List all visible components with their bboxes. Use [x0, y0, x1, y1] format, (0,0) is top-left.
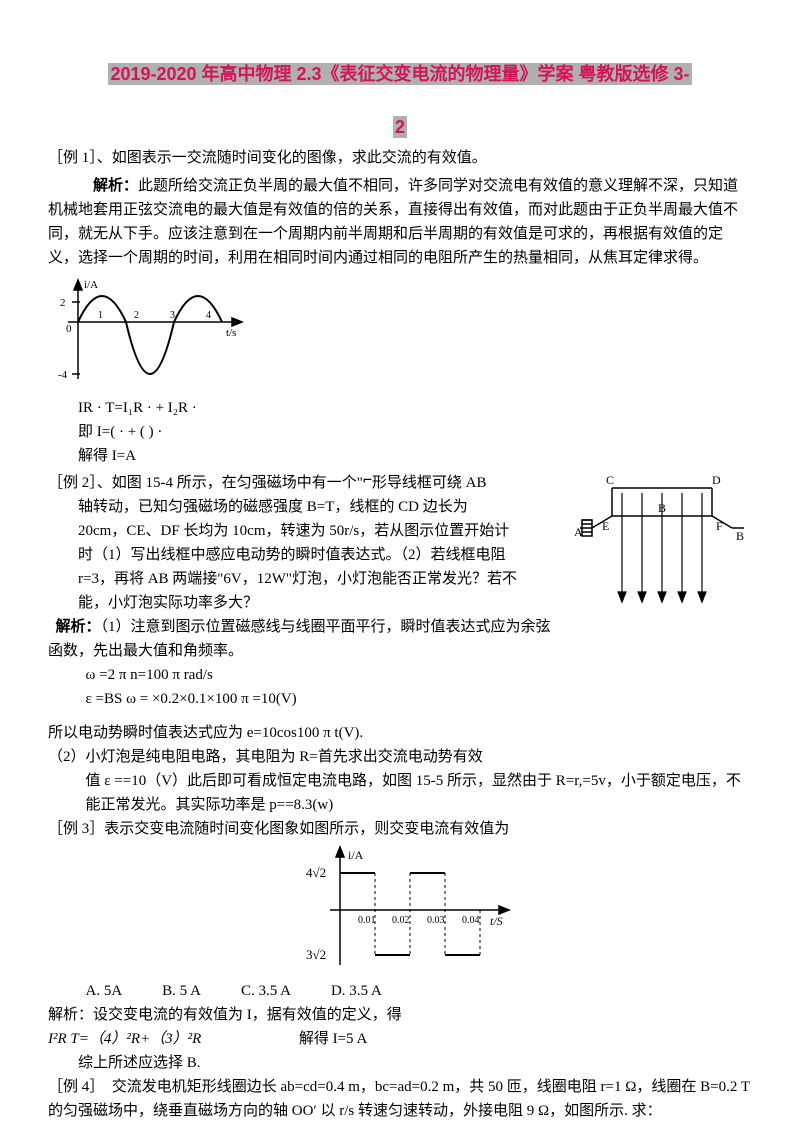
ex2-analysis-text: （1）注意到图示位置磁感线与线圈平面平行，瞬时值表达式应为余弦函数，先出最大值和…	[48, 619, 551, 659]
svg-text:4: 4	[206, 310, 211, 321]
ex2-eq2: ε =BS ω = ×0.2×0.1×100 π =10(V)	[48, 687, 752, 711]
ex3-line2a: I²R T=（4）²R+（3）²R	[48, 1031, 201, 1047]
ex1-eq2: 即 I=( · + ( ) ·	[48, 420, 752, 444]
svg-text:B: B	[658, 501, 666, 515]
ex1-heading: ［例 1］、如图表示一交流随时间变化的图像，求此交流的有效值。	[48, 146, 752, 170]
ex3-line2: I²R T=（4）²R+（3）²R 解得 I=5 A	[48, 1027, 752, 1051]
svg-text:0.04: 0.04	[462, 915, 480, 926]
ex4-heading: ［例 4］ 交流发电机矩形线圈边长 ab=cd=0.4 m，bc=ad=0.2 …	[48, 1075, 752, 1123]
ex2-heading-b: 形导线框可绕 AB	[372, 475, 487, 491]
svg-text:1: 1	[98, 310, 103, 321]
ex2-line-b: （2）小灯泡是纯电阻电路，其电阻为 R=首先求出交流电动势有效	[48, 745, 752, 769]
ex3-line1: 解析：设交变电流的有效值为 I，据有效值的定义，得	[48, 1003, 752, 1027]
ex1-eq3: 解得 I=A	[48, 444, 752, 468]
ex2-line-c: 值 ε ==10（V）此后即可看成恒定电流电路，如图 15-5 所示，显然由于 …	[48, 769, 752, 817]
svg-text:-4: -4	[58, 369, 68, 381]
ex2-heading-a: ［例 2］、如图 15-4 所示，在匀强磁场中有一个"	[48, 475, 363, 491]
svg-text:0.01: 0.01	[358, 915, 376, 926]
ex1-analysis: 解析：此题所给交流正负半周的最大值不相同，许多同学对交流电有效值的意义理解不深，…	[48, 174, 752, 270]
svg-text:F: F	[716, 519, 723, 533]
opt-c: C. 3.5 A	[241, 979, 291, 1003]
ex1-analysis-text: 此题所给交流正负半周的最大值不相同，许多同学对交流电有效值的意义理解不深，只知道…	[48, 178, 738, 266]
svg-text:C: C	[606, 473, 614, 487]
svg-text:4√2: 4√2	[306, 865, 326, 880]
svg-text:D: D	[712, 473, 721, 487]
ex3-chart: i/A 4√2 3√2 0.01 0.02 0.03 0.04 t/S	[48, 845, 752, 975]
ex2-diagram: C D B E F A B	[572, 468, 752, 623]
analysis-label-2: 解析：	[56, 619, 101, 635]
svg-text:3√2: 3√2	[306, 947, 326, 962]
opt-b: B. 5 A	[162, 979, 201, 1003]
svg-text:E: E	[602, 519, 609, 533]
title-highlight-2: 2	[393, 116, 407, 138]
svg-text:0: 0	[66, 323, 72, 335]
svg-text:B: B	[736, 529, 744, 543]
opt-a: A. 5A	[86, 979, 123, 1003]
ex3-heading: ［例 3］表示交变电流随时间变化图象如图所示，则交变电流有效值为	[48, 817, 752, 841]
opt-d: D. 3.5 A	[331, 979, 382, 1003]
bracket-icon: ⌐	[363, 471, 372, 489]
svg-text:0.03: 0.03	[427, 915, 445, 926]
svg-text:2: 2	[60, 297, 66, 309]
ex3-line2b: 解得 I=5 A	[299, 1031, 367, 1047]
svg-text:t/s: t/s	[226, 327, 236, 339]
svg-text:i/A: i/A	[348, 848, 364, 862]
ex2-eq1: ω =2 π n=100 π rad/s	[48, 663, 752, 687]
svg-text:2: 2	[134, 310, 139, 321]
ex2-line-a: 所以电动势瞬时值表达式应为 e=10cos100 π t(V).	[48, 721, 752, 745]
svg-text:A: A	[574, 525, 583, 539]
svg-text:i/A: i/A	[84, 279, 98, 291]
ex1-chart: i/A 2 0 -4 1 2 3 4 t/s	[48, 274, 752, 394]
svg-text:0.02: 0.02	[392, 915, 410, 926]
ex1-eq1: IR · T=I₁R · + I₂R ·	[48, 396, 752, 420]
ex3-options: A. 5A B. 5 A C. 3.5 A D. 3.5 A	[48, 979, 752, 1003]
svg-text:t/S: t/S	[490, 914, 503, 928]
page-title-line2: 2	[48, 113, 752, 142]
page-title-line1: 2019-2020 年高中物理 2.3《表征交变电流的物理量》学案 粤教版选修 …	[48, 60, 752, 89]
title-highlight-1: 2019-2020 年高中物理 2.3《表征交变电流的物理量》学案 粤教版选修 …	[108, 63, 691, 85]
svg-text:3: 3	[170, 310, 175, 321]
ex3-line3: 综上所述应选择 B.	[48, 1051, 752, 1075]
analysis-label: 解析：	[93, 178, 138, 194]
